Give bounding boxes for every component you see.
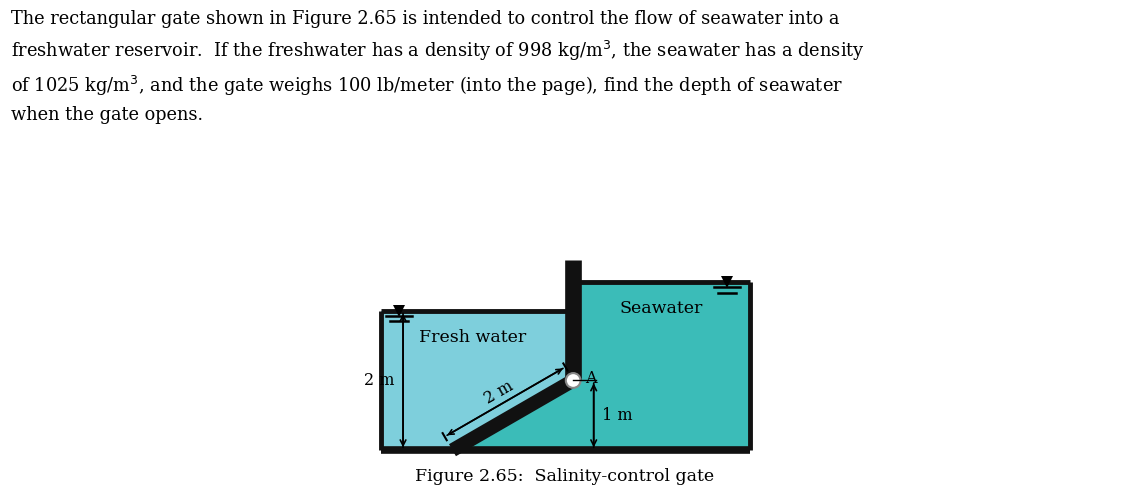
Text: 2 m: 2 m (481, 377, 516, 407)
Polygon shape (452, 380, 573, 450)
Text: Fresh water: Fresh water (419, 329, 527, 346)
Text: 1 m: 1 m (602, 407, 633, 424)
Text: The rectangular gate shown in Figure 2.65 is intended to control the flow of sea: The rectangular gate shown in Figure 2.6… (11, 10, 866, 124)
Bar (381, 311, 573, 450)
Text: 2 m: 2 m (364, 372, 394, 389)
Bar (573, 282, 749, 450)
Circle shape (566, 373, 581, 388)
Text: Seawater: Seawater (619, 300, 703, 317)
Text: Figure 2.65:  Salinity-control gate: Figure 2.65: Salinity-control gate (416, 467, 714, 485)
Text: A: A (584, 370, 597, 387)
